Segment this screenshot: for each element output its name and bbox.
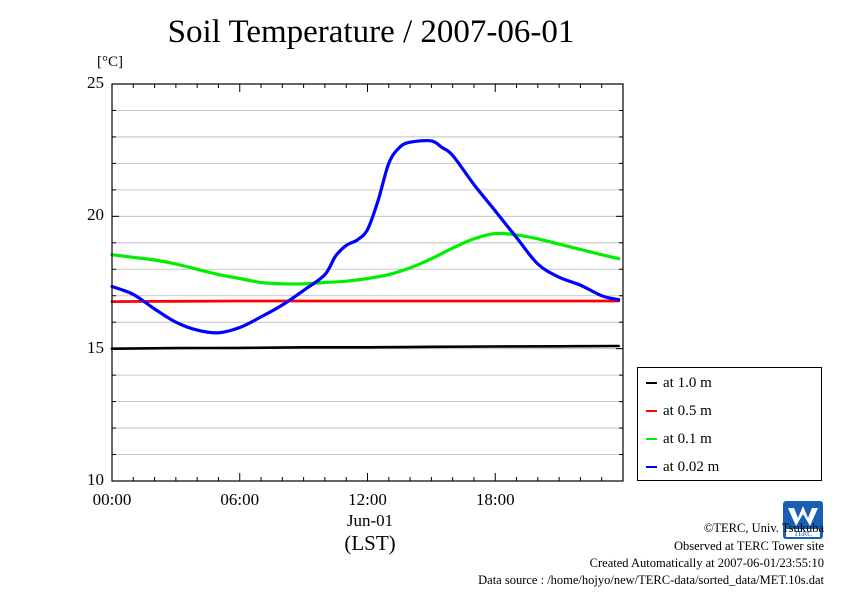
- y-tick-label: 10: [87, 470, 104, 489]
- series-line-0-02m: [110, 138, 621, 335]
- logo-text: TERC: [794, 530, 812, 538]
- legend-label-0-02m: at 0.02 m: [663, 458, 720, 475]
- credit-copyright: ©TERC, Univ. Tsukuba: [703, 521, 824, 535]
- x-tick-label: 18:00: [475, 490, 515, 509]
- legend-item-0-02m: at 0.02 m: [646, 456, 719, 478]
- legend: at 1.0 m at 0.5 m at 0.1 m at 0.02 m: [637, 367, 822, 481]
- legend-label-0-1m: at 0.1 m: [663, 430, 712, 447]
- credit-source: Data source : /home/hojyo/new/TERC-data/…: [478, 573, 824, 587]
- terc-logo-icon: TERC: [783, 501, 823, 539]
- data-series: [110, 138, 621, 350]
- legend-swatch-1m: [646, 382, 657, 384]
- legend-label-1m: at 1.0 m: [663, 374, 712, 391]
- date-label: Jun-01: [346, 511, 394, 530]
- series-line-0-1m: [110, 231, 621, 286]
- legend-item-1m: at 1.0 m: [646, 372, 712, 394]
- credit-created: Created Automatically at 2007-06-01/23:5…: [589, 556, 824, 570]
- credit-observed: Observed at TERC Tower site: [673, 539, 824, 553]
- legend-label-0-5m: at 0.5 m: [663, 402, 712, 419]
- y-tick-label: 25: [87, 73, 104, 92]
- time-zone-label: (LST): [344, 531, 396, 555]
- chart-title: Soil Temperature / 2007-06-01: [167, 14, 575, 50]
- y-axis-unit: [°C]: [97, 54, 123, 70]
- x-tick-label: 00:00: [92, 490, 132, 509]
- grid-lines: [112, 110, 623, 455]
- legend-swatch-0-5m: [646, 410, 657, 412]
- legend-item-0-5m: at 0.5 m: [646, 400, 712, 422]
- axis-ticks: [111, 83, 624, 482]
- series-line-1m: [110, 344, 620, 350]
- y-tick-label: 20: [87, 205, 104, 225]
- x-tick-label: 12:00: [348, 490, 387, 509]
- legend-item-0-1m: at 0.1 m: [646, 428, 712, 450]
- legend-swatch-0-1m: [646, 438, 657, 440]
- x-tick-label: 06:00: [220, 490, 260, 509]
- legend-swatch-0-02m: [646, 466, 657, 468]
- y-tick-label: 15: [87, 337, 104, 357]
- series-line-0-5m: [110, 299, 621, 303]
- plot-frame: [111, 83, 624, 482]
